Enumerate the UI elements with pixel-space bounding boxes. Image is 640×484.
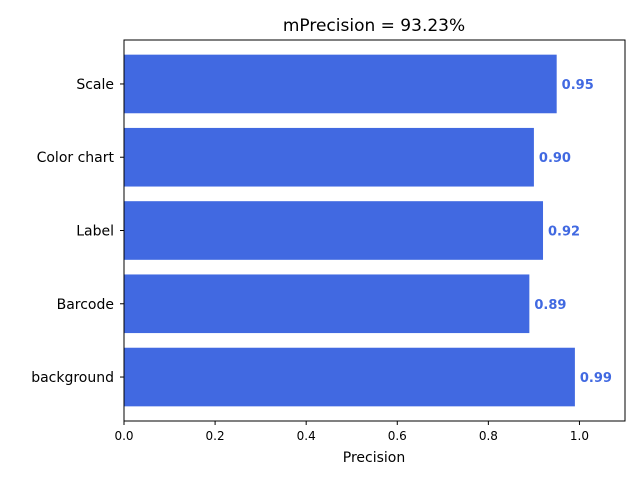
y-tick-label: Barcode [57, 297, 114, 313]
x-axis-label: Precision [343, 450, 405, 466]
bar-color-chart [124, 127, 534, 187]
value-label-barcode: 0.89 [534, 298, 566, 313]
bar-scale [124, 54, 557, 114]
value-label-background: 0.99 [580, 371, 612, 386]
y-axis: Scale Color chart Label Barcode background [31, 77, 124, 386]
x-tick-label: 0.8 [479, 429, 498, 443]
bar-label [124, 201, 544, 260]
x-tick-label: 0.6 [388, 429, 407, 443]
x-tick-label: 0.4 [297, 429, 316, 443]
bar-background [124, 347, 575, 407]
y-tick-label: Scale [76, 77, 114, 93]
value-labels-layer: 0.95 0.90 0.92 0.89 0.99 [534, 78, 612, 386]
y-tick-label: Label [76, 224, 114, 240]
y-tick-label: Color chart [37, 150, 115, 166]
x-axis: 0.0 0.2 0.4 0.6 0.8 1.0 [114, 421, 589, 443]
y-tick-label: background [31, 370, 114, 386]
bars-layer [124, 54, 575, 407]
value-label-label: 0.92 [548, 225, 580, 240]
value-label-scale: 0.95 [562, 78, 594, 93]
chart-title: mPrecision = 93.23% [283, 16, 465, 36]
value-label-color-chart: 0.90 [539, 151, 571, 166]
x-tick-label: 0.2 [206, 429, 225, 443]
bar-barcode [124, 274, 530, 334]
x-tick-label: 0.0 [114, 429, 133, 443]
x-tick-label: 1.0 [570, 429, 589, 443]
